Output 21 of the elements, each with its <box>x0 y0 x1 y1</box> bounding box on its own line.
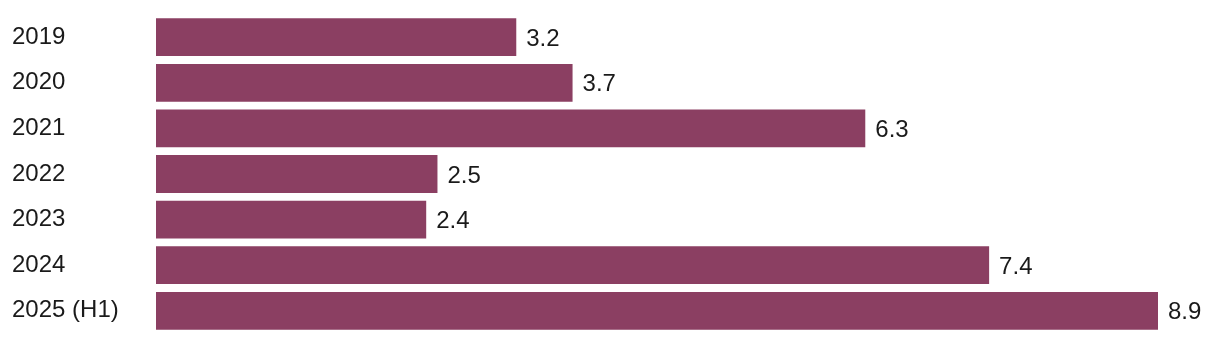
bar <box>156 18 517 57</box>
data-label: 2.4 <box>436 206 470 234</box>
y-tick-label: 2019 <box>12 21 66 49</box>
y-tick-label: 2023 <box>12 204 66 232</box>
data-label: 6.3 <box>875 115 909 143</box>
bar <box>156 109 866 148</box>
data-label: 3.2 <box>526 23 560 51</box>
bar <box>156 291 1158 330</box>
bar <box>156 246 990 285</box>
bar <box>156 155 438 193</box>
bar <box>156 63 573 102</box>
data-label: 8.9 <box>1168 297 1202 325</box>
y-tick-label: 2025 (H1) <box>12 295 119 323</box>
data-label: 7.4 <box>999 251 1033 279</box>
y-tick-label: 2020 <box>12 67 66 95</box>
data-label: 2.5 <box>447 160 481 188</box>
y-tick-label: 2022 <box>12 158 66 186</box>
bar <box>156 200 427 239</box>
data-label: 3.7 <box>582 69 616 97</box>
y-tick-label: 2024 <box>12 249 66 277</box>
y-tick-label: 2021 <box>12 113 66 141</box>
